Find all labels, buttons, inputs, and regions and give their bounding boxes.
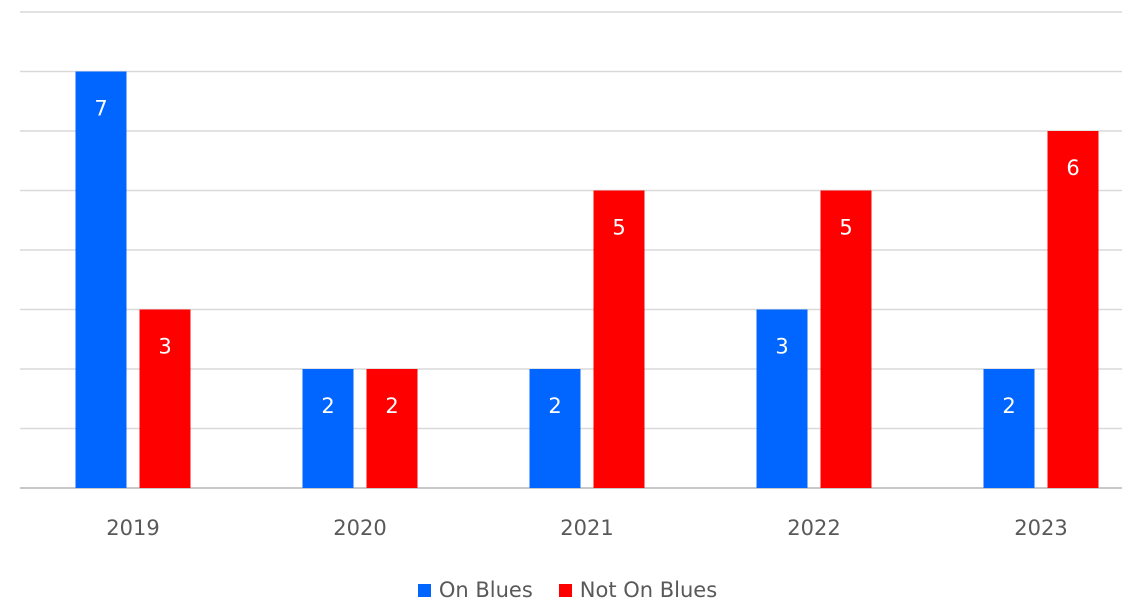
legend-label-on-blues: On Blues bbox=[438, 578, 533, 602]
x-axis-tick-labels: 2019 2020 2021 2022 2023 bbox=[106, 516, 1067, 540]
gridlines bbox=[20, 11, 1122, 489]
data-label-not-on-blues-2020: 2 bbox=[385, 394, 398, 418]
bar-on-blues-2020 bbox=[302, 369, 354, 488]
legend-swatch-on-blues bbox=[417, 583, 431, 597]
bar-on-blues-2019 bbox=[75, 71, 127, 488]
data-label-on-blues-2023: 2 bbox=[1002, 394, 1015, 418]
data-label-on-blues-2019: 7 bbox=[94, 97, 107, 121]
data-label-not-on-blues-2021: 5 bbox=[612, 216, 625, 240]
bar-on-blues-2022 bbox=[756, 309, 808, 488]
legend-item-not-on-blues: Not On Blues bbox=[558, 578, 718, 602]
data-label-on-blues-2021: 2 bbox=[548, 394, 561, 418]
bar-not-on-blues-2022 bbox=[820, 190, 872, 488]
x-tick-label-2022: 2022 bbox=[787, 516, 840, 540]
data-labels: 7 3 2 2 2 5 3 5 2 6 bbox=[94, 97, 1079, 419]
bar-not-on-blues-2019 bbox=[139, 309, 191, 488]
bars bbox=[75, 71, 1099, 488]
data-label-not-on-blues-2022: 5 bbox=[839, 216, 852, 240]
legend-item-on-blues: On Blues bbox=[417, 578, 533, 602]
bar-not-on-blues-2021 bbox=[593, 190, 645, 488]
data-label-on-blues-2022: 3 bbox=[775, 335, 788, 359]
bar-not-on-blues-2023 bbox=[1047, 131, 1099, 488]
bar-on-blues-2023 bbox=[983, 369, 1035, 488]
data-label-on-blues-2020: 2 bbox=[321, 394, 334, 418]
bar-on-blues-2021 bbox=[529, 369, 581, 488]
legend-swatch-not-on-blues bbox=[558, 583, 572, 597]
x-tick-label-2019: 2019 bbox=[106, 516, 159, 540]
x-tick-label-2021: 2021 bbox=[560, 516, 613, 540]
legend: On Blues Not On Blues bbox=[0, 578, 1135, 602]
x-tick-label-2020: 2020 bbox=[333, 516, 386, 540]
x-tick-label-2023: 2023 bbox=[1014, 516, 1067, 540]
legend-label-not-on-blues: Not On Blues bbox=[579, 578, 718, 602]
data-label-not-on-blues-2019: 3 bbox=[158, 335, 171, 359]
data-label-not-on-blues-2023: 6 bbox=[1066, 156, 1079, 180]
bar-not-on-blues-2020 bbox=[366, 369, 418, 488]
